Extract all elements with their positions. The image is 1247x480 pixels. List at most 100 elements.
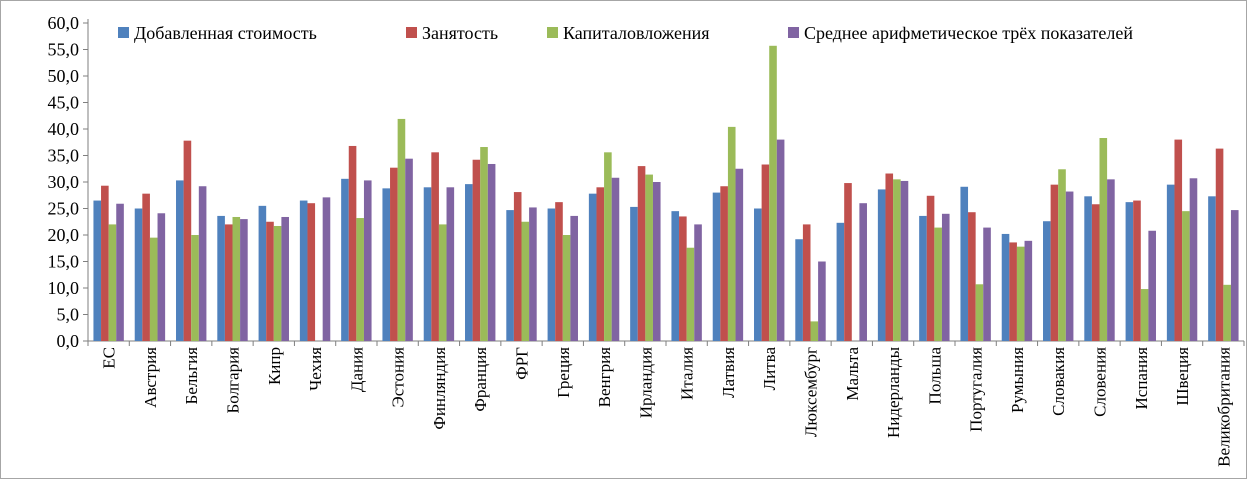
bar — [795, 239, 803, 341]
bar — [735, 168, 744, 341]
bar — [382, 188, 391, 341]
bar — [191, 235, 199, 341]
bar — [941, 213, 950, 341]
x-tick-label: Нидерланды — [884, 346, 903, 438]
bar — [1125, 202, 1134, 341]
bar — [810, 321, 819, 341]
bar — [1065, 191, 1074, 341]
x-tick-label: Греция — [554, 347, 573, 398]
bar — [1009, 242, 1017, 341]
bar — [1174, 139, 1183, 341]
x-tick-label: Чехия — [306, 347, 325, 391]
bar — [712, 192, 721, 341]
y-tick-label: 5,0 — [57, 305, 80, 325]
bar — [769, 45, 777, 341]
y-tick-label: 55,0 — [48, 40, 80, 60]
y-tick-label: 35,0 — [48, 146, 80, 166]
bar — [322, 197, 331, 341]
bar — [645, 174, 653, 341]
bar — [1133, 200, 1141, 341]
x-tick-label: Дания — [347, 347, 366, 392]
x-tick-label: Венгрия — [595, 347, 614, 408]
bar — [183, 140, 192, 341]
bar — [877, 189, 886, 341]
x-tick-label: Португалия — [967, 347, 986, 432]
bar — [975, 284, 984, 341]
bar — [1091, 204, 1100, 341]
bar — [423, 187, 432, 341]
bar — [1166, 184, 1175, 341]
bar — [142, 193, 150, 341]
y-tick-label: 50,0 — [48, 66, 80, 86]
y-tick-label: 10,0 — [48, 278, 80, 298]
bar — [570, 215, 578, 341]
bar — [1148, 230, 1156, 341]
bar — [157, 213, 166, 341]
bar — [727, 126, 736, 341]
bar — [266, 221, 274, 341]
x-tick-label: Польша — [925, 347, 944, 405]
legend-swatch — [118, 27, 129, 38]
bar — [652, 182, 661, 341]
x-tick-label: ФРГ — [513, 347, 532, 380]
x-tick-label: Латвия — [719, 347, 738, 398]
x-tick-label: Словения — [1091, 347, 1110, 417]
x-tick-label: Болгария — [224, 347, 243, 414]
bar — [547, 208, 556, 341]
bar — [630, 206, 638, 341]
bar — [240, 219, 248, 341]
y-tick-label: 40,0 — [48, 119, 80, 139]
y-tick-label: 60,0 — [48, 13, 80, 33]
legend: Добавленная стоимость Занятость Капиталовл… — [118, 23, 1133, 43]
x-category-labels: ЕС Австрия Бельгия Болгария Кипр Чехия Дания Эс… — [100, 346, 1234, 466]
bar — [637, 166, 646, 341]
bar — [836, 222, 845, 341]
bar — [983, 227, 991, 341]
bar — [818, 261, 826, 341]
y-tick-label: 45,0 — [48, 93, 80, 113]
bar — [1016, 246, 1025, 341]
bar — [307, 203, 316, 341]
legend-swatch — [788, 27, 799, 38]
bar — [720, 186, 728, 341]
x-tick-label: Великобритания — [1214, 347, 1233, 467]
x-tick-label: Люксембург — [802, 347, 821, 437]
x-tick-label: Финляндия — [430, 347, 449, 430]
bar — [1084, 196, 1092, 341]
bar — [1140, 289, 1149, 341]
bar — [611, 177, 620, 341]
bar — [176, 180, 184, 341]
x-tick-label: Литва — [760, 347, 779, 391]
bar — [1099, 138, 1108, 341]
bar — [885, 173, 894, 341]
x-tick-label: Эстония — [389, 347, 408, 408]
bar — [1215, 148, 1224, 341]
bars — [93, 45, 1239, 342]
bar — [1001, 233, 1010, 341]
bar — [149, 237, 158, 341]
bar — [1182, 211, 1190, 341]
bar — [513, 192, 522, 341]
bar — [405, 158, 413, 341]
bar — [679, 216, 687, 341]
bar — [521, 221, 530, 341]
bar — [356, 218, 364, 341]
bar — [273, 225, 282, 341]
bar — [281, 216, 289, 341]
bar — [134, 208, 143, 341]
bar — [529, 207, 537, 341]
bar — [93, 200, 102, 341]
bar — [934, 227, 942, 341]
bar — [116, 203, 124, 341]
y-ticks: 0,0 5,0 10,0 15,0 20,0 25,0 30,0 35,0 40,0 45,0 50… — [48, 13, 88, 351]
bar — [397, 118, 406, 342]
bar — [1024, 240, 1033, 341]
bar — [588, 193, 597, 341]
legend-label: Среднее арифметическое трёх показателей — [804, 23, 1133, 43]
bar — [900, 180, 909, 341]
x-tick-label: Италия — [678, 347, 697, 400]
bar — [926, 195, 935, 341]
bar — [465, 184, 473, 341]
